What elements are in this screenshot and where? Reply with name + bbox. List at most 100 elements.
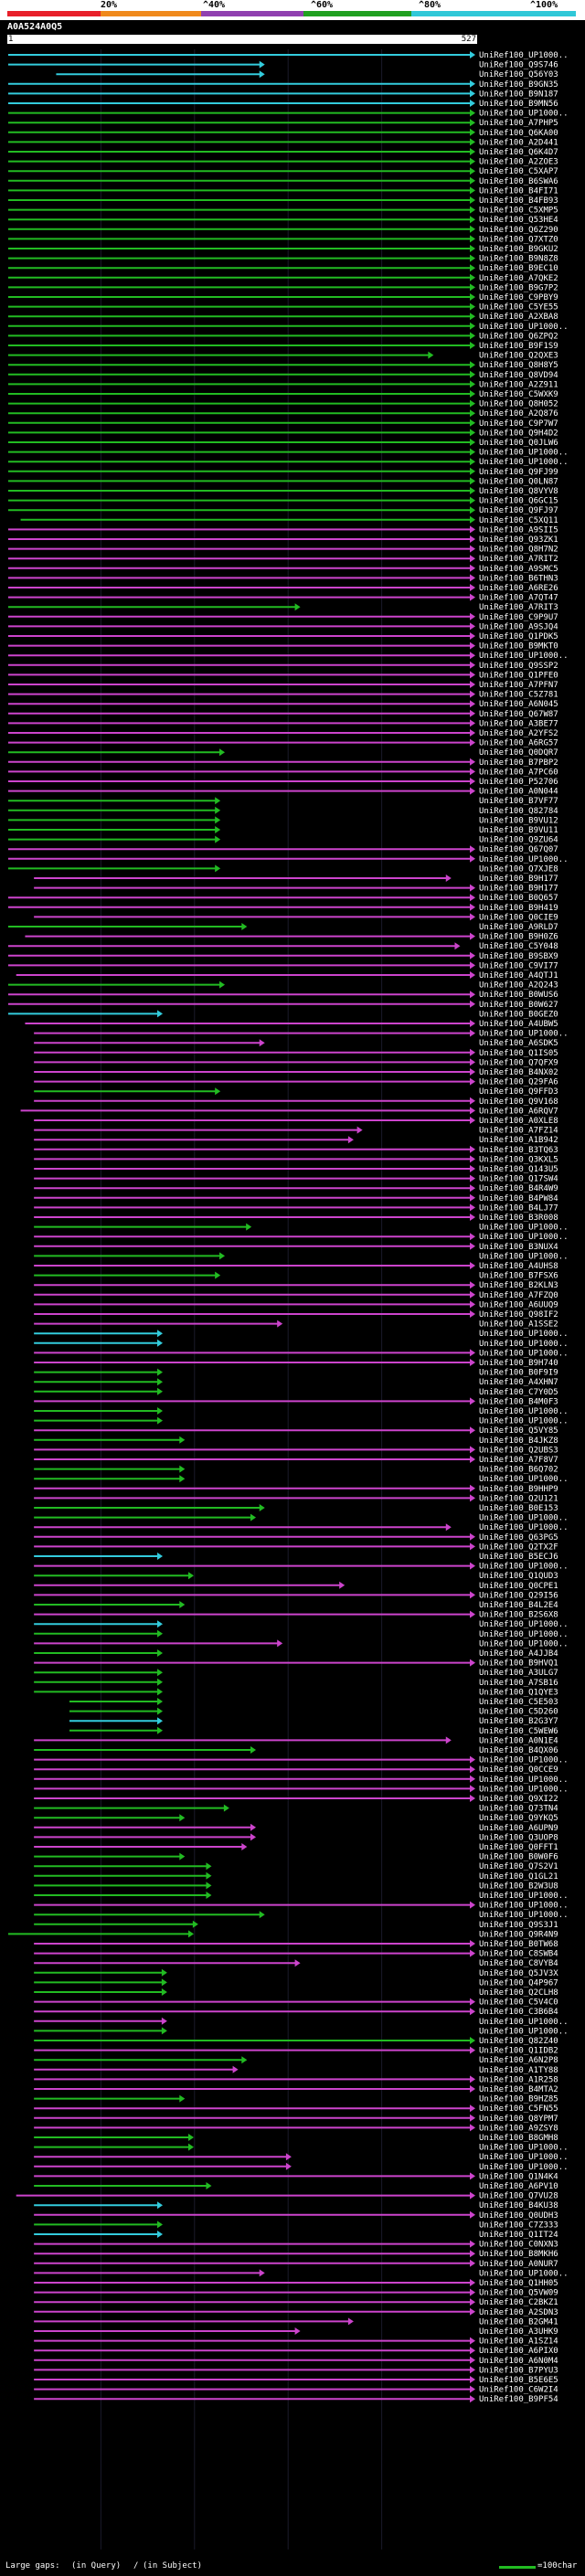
- hit-label[interactable]: UniRef100_C5D260: [479, 1708, 558, 1717]
- hit-label[interactable]: UniRef100_UP1000..: [479, 1911, 569, 1920]
- hit-label[interactable]: UniRef100_B3NUX4: [479, 1243, 558, 1252]
- hit-label[interactable]: UniRef100_B8GMH8: [479, 2134, 558, 2143]
- hit-label[interactable]: UniRef100_Q67Q07: [479, 845, 558, 854]
- hit-label[interactable]: UniRef100_A2SDN3: [479, 2308, 558, 2317]
- hit-label[interactable]: UniRef100_Q29FA6: [479, 1078, 558, 1087]
- hit-label[interactable]: UniRef100_B7PBP2: [479, 758, 558, 768]
- hit-label[interactable]: UniRef100_B8MKH6: [479, 2250, 558, 2259]
- hit-label[interactable]: UniRef100_Q1HH05: [479, 2279, 558, 2288]
- hit-label[interactable]: UniRef100_B0W0F6: [479, 1853, 558, 1862]
- hit-label[interactable]: UniRef100_UP1000..: [479, 2163, 569, 2172]
- hit-label[interactable]: UniRef100_UP1000..: [479, 2027, 569, 2036]
- hit-label[interactable]: UniRef100_A6RG57: [479, 739, 558, 748]
- hit-label[interactable]: UniRef100_C5YE55: [479, 303, 558, 313]
- hit-label[interactable]: UniRef100_Q7VU28: [479, 2192, 558, 2201]
- hit-label[interactable]: UniRef100_C8VYB4: [479, 1959, 558, 1968]
- hit-label[interactable]: UniRef100_Q8VYV8: [479, 487, 558, 496]
- hit-label[interactable]: UniRef100_Q1N4K4: [479, 2172, 558, 2181]
- hit-label[interactable]: UniRef100_UP1000..: [479, 652, 569, 661]
- hit-label[interactable]: UniRef100_B4LJ77: [479, 1203, 558, 1213]
- hit-label[interactable]: UniRef100_Q2TX2F: [479, 1542, 558, 1552]
- hit-label[interactable]: UniRef100_B0W627: [479, 1001, 558, 1010]
- hit-label[interactable]: UniRef100_C0NXN3: [479, 2241, 558, 2250]
- hit-label[interactable]: UniRef100_A2Q243: [479, 981, 558, 991]
- hit-label[interactable]: UniRef100_B6THN3: [479, 574, 558, 583]
- hit-label[interactable]: UniRef100_A2YFS2: [479, 729, 558, 738]
- hit-label[interactable]: UniRef100_A1TY88: [479, 2066, 558, 2075]
- hit-label[interactable]: UniRef100_Q8YPM7: [479, 2115, 558, 2124]
- hit-label[interactable]: UniRef100_B4KU38: [479, 2201, 558, 2210]
- hit-label[interactable]: UniRef100_Q0DQR7: [479, 748, 558, 758]
- hit-label[interactable]: UniRef100_Q7S2V1: [479, 1862, 558, 1871]
- hit-label[interactable]: UniRef100_B4M0F3: [479, 1397, 558, 1406]
- hit-label[interactable]: UniRef100_A2Z911: [479, 380, 558, 389]
- hit-label[interactable]: UniRef100_Q5VY85: [479, 1426, 558, 1436]
- hit-label[interactable]: UniRef100_B9F1S9: [479, 342, 558, 351]
- hit-label[interactable]: UniRef100_A1SSE2: [479, 1320, 558, 1330]
- hit-label[interactable]: UniRef100_A6PV10: [479, 2182, 558, 2191]
- hit-label[interactable]: UniRef100_A7F8V7: [479, 1456, 558, 1465]
- hit-label[interactable]: UniRef100_Q1IDB2: [479, 2047, 558, 2056]
- hit-label[interactable]: UniRef100_B9HVQ1: [479, 1659, 558, 1669]
- hit-label[interactable]: UniRef100_Q6K4D7: [479, 148, 558, 157]
- hit-label[interactable]: UniRef100_Q0CPE1: [479, 1582, 558, 1591]
- hit-label[interactable]: UniRef100_Q8H052: [479, 400, 558, 409]
- hit-label[interactable]: UniRef100_B4PW84: [479, 1194, 558, 1203]
- hit-label[interactable]: UniRef100_UP1000..: [479, 1233, 569, 1242]
- hit-label[interactable]: UniRef100_A4UBW5: [479, 1020, 558, 1029]
- hit-label[interactable]: UniRef100_B4MTA2: [479, 2085, 558, 2094]
- hit-label[interactable]: UniRef100_Q8H7N2: [479, 546, 558, 555]
- hit-label[interactable]: UniRef100_Q2U121: [479, 1494, 558, 1503]
- hit-label[interactable]: UniRef100_A7RIT2: [479, 555, 558, 564]
- hit-label[interactable]: UniRef100_A7PFN7: [479, 681, 558, 690]
- hit-label[interactable]: UniRef100_Q29I56: [479, 1591, 558, 1600]
- hit-label[interactable]: UniRef100_A6PIX0: [479, 2347, 558, 2356]
- hit-label[interactable]: UniRef100_B9N8Z8: [479, 255, 558, 264]
- hit-label[interactable]: UniRef100_C5XQ11: [479, 516, 558, 525]
- hit-label[interactable]: UniRef100_B9H177: [479, 875, 558, 884]
- hit-label[interactable]: UniRef100_Q9FFD3: [479, 1087, 558, 1097]
- hit-label[interactable]: UniRef100_C5FN55: [479, 2104, 558, 2114]
- hit-label[interactable]: UniRef100_C5Z781: [479, 691, 558, 700]
- hit-label[interactable]: UniRef100_B4NX02: [479, 1068, 558, 1077]
- hit-label[interactable]: UniRef100_Q0UDH3: [479, 2211, 558, 2221]
- hit-label[interactable]: UniRef100_UP1000..: [479, 1523, 569, 1532]
- hit-label[interactable]: UniRef100_Q0FFT1: [479, 1843, 558, 1852]
- hit-label[interactable]: UniRef100_A7PC60: [479, 768, 558, 777]
- hit-label[interactable]: UniRef100_UP1000..: [479, 1349, 569, 1358]
- hit-label[interactable]: UniRef100_Q67W87: [479, 710, 558, 719]
- hit-label[interactable]: UniRef100_A7FZQ0: [479, 1291, 558, 1300]
- hit-label[interactable]: UniRef100_A1R258: [479, 2075, 558, 2084]
- hit-label[interactable]: UniRef100_UP1000..: [479, 1630, 569, 1639]
- hit-label[interactable]: UniRef100_Q1PDK5: [479, 632, 558, 641]
- hit-label[interactable]: UniRef100_Q1QUD3: [479, 1572, 558, 1581]
- hit-label[interactable]: UniRef100_B4FI71: [479, 186, 558, 196]
- hit-label[interactable]: UniRef100_Q5VW09: [479, 2289, 558, 2298]
- hit-label[interactable]: UniRef100_A4QTJ1: [479, 971, 558, 981]
- hit-label[interactable]: UniRef100_Q1IT24: [479, 2231, 558, 2240]
- hit-label[interactable]: UniRef100_Q82784: [479, 807, 558, 816]
- hit-label[interactable]: UniRef100_UP1000..: [479, 51, 569, 60]
- hit-label[interactable]: UniRef100_Q17SW4: [479, 1175, 558, 1184]
- hit-label[interactable]: UniRef100_Q9XI22: [479, 1795, 558, 1804]
- hit-label[interactable]: UniRef100_UP1000..: [479, 1620, 569, 1629]
- hit-label[interactable]: UniRef100_UP1000..: [479, 2144, 569, 2153]
- hit-label[interactable]: UniRef100_UP1000..: [479, 1639, 569, 1648]
- hit-label[interactable]: UniRef100_B5ECJ6: [479, 1553, 558, 1562]
- hit-label[interactable]: UniRef100_A7PHP5: [479, 119, 558, 128]
- hit-label[interactable]: UniRef100_Q6KA00: [479, 129, 558, 138]
- hit-label[interactable]: UniRef100_A6UUQ9: [479, 1300, 558, 1309]
- hit-label[interactable]: UniRef100_B9H419: [479, 904, 558, 913]
- hit-label[interactable]: UniRef100_A6RE26: [479, 584, 558, 593]
- hit-label[interactable]: UniRef100_C8SWB4: [479, 1950, 558, 1959]
- hit-label[interactable]: UniRef100_P52706: [479, 778, 558, 787]
- hit-label[interactable]: UniRef100_Q9V168: [479, 1097, 558, 1107]
- hit-label[interactable]: UniRef100_C5E503: [479, 1698, 558, 1707]
- hit-label[interactable]: UniRef100_C9P7W7: [479, 419, 558, 429]
- hit-label[interactable]: UniRef100_UP1000..: [479, 1030, 569, 1039]
- hit-label[interactable]: UniRef100_UP1000..: [479, 1224, 569, 1233]
- hit-label[interactable]: UniRef100_Q6Z290: [479, 226, 558, 235]
- hit-label[interactable]: UniRef100_B0F9I9: [479, 1369, 558, 1378]
- hit-label[interactable]: UniRef100_A6SDK5: [479, 1039, 558, 1048]
- hit-label[interactable]: UniRef100_Q9FJ99: [479, 468, 558, 477]
